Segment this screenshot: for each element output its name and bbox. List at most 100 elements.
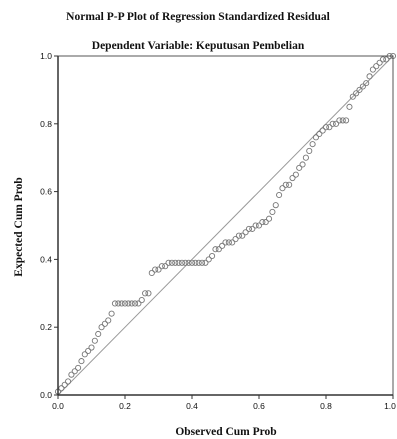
data-point-30	[155, 266, 162, 273]
data-point-27	[145, 290, 152, 297]
data-point-35	[172, 259, 179, 266]
y-tick-label-5: 1.0	[40, 51, 52, 61]
data-point-91	[359, 83, 366, 90]
y-tick-label-2: 0.4	[40, 254, 52, 264]
data-point-51	[225, 239, 232, 246]
data-point-28	[148, 269, 155, 277]
data-point-77	[312, 134, 320, 141]
data-point-72	[296, 164, 303, 171]
data-point-76	[309, 141, 316, 148]
data-points	[54, 52, 397, 395]
data-point-22	[128, 300, 135, 307]
data-point-58	[249, 225, 256, 232]
data-point-21	[125, 300, 132, 307]
data-point-16	[108, 310, 115, 317]
data-point-24	[135, 300, 142, 307]
data-point-39	[185, 259, 192, 266]
data-point-79	[319, 127, 326, 134]
data-point-25	[138, 297, 145, 304]
y-tick-label-3: 0.6	[40, 187, 52, 197]
data-point-70	[289, 174, 296, 182]
data-point-33	[165, 259, 172, 266]
data-point-19	[118, 300, 125, 307]
x-tick-label-5: 1.0	[384, 401, 396, 411]
data-point-20	[121, 300, 129, 307]
y-axis-ticks: 0.0 0.2 0.4 0.6 0.8 1.0	[40, 51, 58, 400]
data-point-64	[269, 208, 276, 215]
data-point-85	[339, 117, 346, 124]
data-point-92	[363, 80, 370, 87]
data-point-75	[306, 147, 313, 154]
data-point-62	[262, 219, 269, 226]
x-tick-label-1: 0.2	[119, 401, 131, 411]
data-point-5	[71, 368, 78, 375]
data-point-96	[376, 59, 383, 66]
data-point-87	[346, 103, 353, 110]
x-axis-ticks: 0.0 0.2 0.4 0.6 0.8 1.0	[52, 395, 396, 411]
data-point-6	[75, 364, 82, 371]
data-point-84	[336, 117, 343, 124]
plot-area: 0.0 0.2 0.4 0.6 0.8 1.0 0.0 0.2 0.4 0.6 0.8 1.0	[40, 51, 396, 411]
data-point-34	[168, 259, 175, 266]
data-point-4	[68, 371, 75, 378]
x-tick-label-2: 0.4	[186, 401, 198, 411]
data-point-26	[142, 290, 149, 297]
data-point-82	[329, 120, 336, 127]
data-point-61	[259, 219, 266, 226]
data-point-48	[215, 246, 222, 253]
data-point-98	[383, 56, 390, 63]
data-point-38	[182, 259, 189, 266]
data-point-60	[255, 222, 263, 229]
data-point-45	[205, 256, 212, 263]
data-point-54	[235, 232, 242, 239]
x-tick-label-3: 0.6	[253, 401, 265, 411]
y-tick-label-0: 0.0	[40, 390, 52, 400]
data-point-56	[242, 229, 249, 236]
data-point-55	[239, 232, 246, 239]
data-point-17	[111, 300, 118, 307]
data-point-97	[379, 56, 387, 63]
data-point-63	[265, 215, 273, 222]
data-point-31	[158, 263, 165, 270]
data-point-14	[101, 320, 108, 327]
data-point-83	[332, 120, 340, 127]
x-axis-label: Observed Cum Prob	[175, 426, 276, 438]
data-point-42	[195, 259, 202, 266]
data-point-78	[316, 130, 323, 138]
data-point-50	[222, 239, 229, 246]
data-point-80	[322, 124, 330, 131]
data-point-59	[252, 222, 259, 229]
data-point-8	[81, 351, 88, 358]
data-point-18	[115, 300, 122, 307]
data-point-74	[302, 154, 309, 161]
data-point-46	[209, 252, 216, 260]
y-axis-label: Expected Cum Prob	[13, 177, 25, 276]
data-point-89	[353, 90, 360, 97]
data-point-66	[276, 191, 283, 199]
y-tick-label-4: 0.8	[40, 119, 52, 129]
x-tick-label-0: 0.0	[52, 401, 64, 411]
data-point-10	[88, 344, 95, 351]
data-point-90	[356, 86, 363, 93]
data-point-95	[373, 63, 380, 70]
data-point-41	[192, 259, 199, 266]
data-point-15	[105, 317, 112, 324]
data-point-81	[326, 124, 333, 131]
data-point-40	[188, 259, 196, 266]
data-point-11	[91, 337, 98, 344]
data-point-2	[61, 381, 68, 388]
data-point-68	[282, 181, 289, 188]
data-point-37	[178, 259, 185, 266]
data-point-88	[349, 93, 356, 100]
data-point-43	[198, 259, 206, 266]
data-point-47	[212, 246, 219, 253]
data-point-23	[131, 300, 139, 307]
data-point-53	[232, 236, 239, 243]
data-point-32	[162, 263, 169, 270]
data-point-94	[369, 66, 376, 73]
data-point-69	[286, 181, 293, 188]
data-point-44	[202, 259, 209, 266]
data-point-67	[279, 185, 286, 192]
data-point-57	[245, 225, 252, 232]
